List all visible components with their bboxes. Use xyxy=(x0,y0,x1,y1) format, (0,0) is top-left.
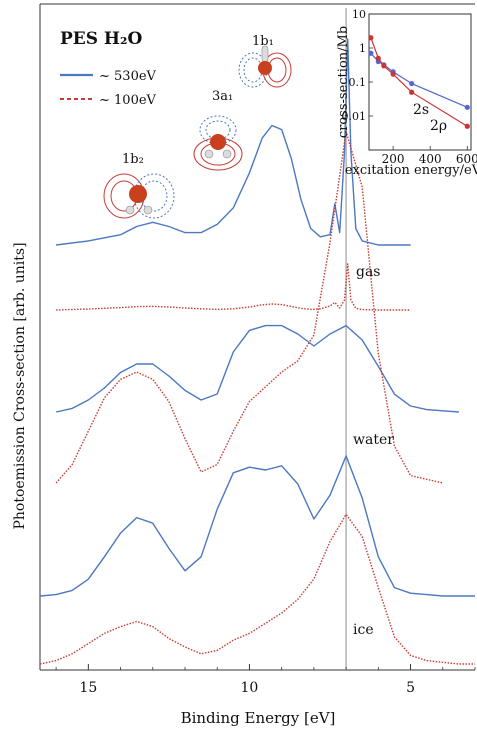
inset-x-axis-label: excitation energy/eV xyxy=(345,163,477,178)
x-tick-label: 15 xyxy=(79,680,97,696)
series-line-2 xyxy=(55,324,459,413)
chart-title: PES H₂O xyxy=(60,29,142,49)
series-line-1 xyxy=(56,263,411,311)
spectra-curves xyxy=(39,38,475,665)
series-line-4 xyxy=(39,455,475,597)
series-line-5 xyxy=(39,513,475,665)
inset-point xyxy=(409,80,415,87)
inset-ticks: 200 400 600 0.01 0.1 1 10 xyxy=(342,8,477,166)
inset-x-tick-label: 600 xyxy=(456,152,477,166)
panel-label-ice: ice xyxy=(353,622,374,638)
inset-point xyxy=(390,71,396,77)
inset-series-label-2p: 2ρ xyxy=(430,118,447,134)
y-axis-label: Photoemission Cross-section [arb. units] xyxy=(12,242,28,529)
series-line-3 xyxy=(55,130,443,484)
orbital-1b1-illustration xyxy=(238,45,292,88)
orbital-label-1b1: 1b₁ xyxy=(252,34,274,49)
inset-y-tick-label: 0.01 xyxy=(342,110,367,123)
inset-y-tick-label: 1 xyxy=(359,42,366,55)
x-tick-label: 5 xyxy=(406,680,415,696)
inset-y-axis-label: cross-section/Mb xyxy=(336,26,351,138)
x-ticks: 15 10 5 xyxy=(55,664,476,696)
inset-series-label-2s: 2s xyxy=(413,102,429,118)
orbital-label-1b2: 1b₂ xyxy=(122,152,144,167)
series-line-0 xyxy=(56,38,411,246)
orbital-3a1-illustration xyxy=(193,115,243,171)
inset-y-tick-label: 10 xyxy=(352,8,366,21)
x-tick-label: 10 xyxy=(241,680,259,696)
x-axis-label: Binding Energy [eV] xyxy=(181,709,336,727)
legend-label-530: ~ 530eV xyxy=(99,69,157,84)
panel-label-water: water xyxy=(353,432,394,448)
inset-point xyxy=(381,63,387,69)
main-plot-frame xyxy=(39,3,475,671)
inset-x-tick-label: 400 xyxy=(419,152,442,166)
orbital-label-3a1: 3a₁ xyxy=(212,89,233,104)
inset-point xyxy=(375,55,381,61)
inset-point xyxy=(368,35,374,41)
inset-point xyxy=(409,89,415,95)
legend: ~ 530eV ~ 100eV xyxy=(60,69,157,108)
inset-y-tick-label: 0.1 xyxy=(349,76,367,89)
inset-curves xyxy=(368,35,470,129)
orbital-1b2-illustration xyxy=(103,173,175,219)
legend-label-100: ~ 100eV xyxy=(99,93,157,108)
inset-frame xyxy=(368,13,472,151)
inset-chart: 200 400 600 0.01 0.1 1 10 2s 2ρ cross-section/… xyxy=(336,8,477,178)
inset-x-tick-label: 200 xyxy=(382,152,405,166)
panel-label-gas: gas xyxy=(356,264,381,280)
inset-point xyxy=(368,50,374,56)
inset-series-line-1 xyxy=(370,37,468,127)
inset-point xyxy=(464,104,470,110)
inset-point xyxy=(464,123,470,129)
